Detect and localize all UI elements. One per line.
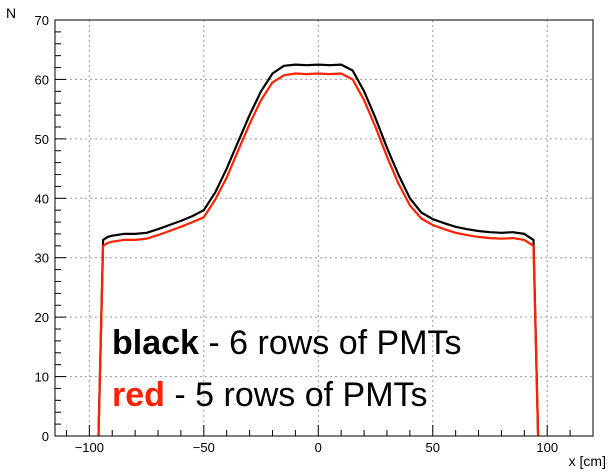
legend-entry-red: red - 5 rows of PMTs (112, 376, 428, 414)
y-tick-label: 40 (35, 191, 49, 206)
legend: black - 6 rows of PMTs red - 5 rows of P… (112, 324, 462, 414)
x-tick-label: 100 (536, 440, 558, 455)
grid (55, 20, 593, 436)
plot-frame (54, 19, 594, 437)
x-axis-label: x [cm] (569, 453, 606, 469)
legend-entry-black: black - 6 rows of PMTs (112, 324, 462, 362)
y-tick-label: 0 (42, 429, 49, 444)
ticks-group: −100 −50 0 50 100 0 10 20 30 40 50 60 70 (35, 13, 571, 455)
series-group (97, 63, 540, 437)
x-tick-label: −100 (75, 440, 104, 455)
x-tick-label: 50 (426, 440, 440, 455)
y-tick-label: 60 (35, 72, 49, 87)
legend-text-red: - 5 rows of PMTs (165, 376, 428, 414)
x-tick-label: −50 (193, 440, 215, 455)
series-line-black (97, 63, 540, 437)
x-tick-label: 0 (315, 440, 322, 455)
legend-text-black: - 6 rows of PMTs (199, 324, 462, 362)
series-line-red (97, 72, 540, 437)
legend-key-red: red (112, 376, 165, 414)
y-tick-label: 10 (35, 370, 49, 385)
y-tick-label: 30 (35, 251, 49, 266)
legend-key-black: black (112, 324, 199, 362)
y-tick-label: 50 (35, 132, 49, 147)
y-tick-label: 20 (35, 310, 49, 325)
y-axis-label: N (6, 5, 16, 21)
y-tick-label: 70 (35, 13, 49, 28)
